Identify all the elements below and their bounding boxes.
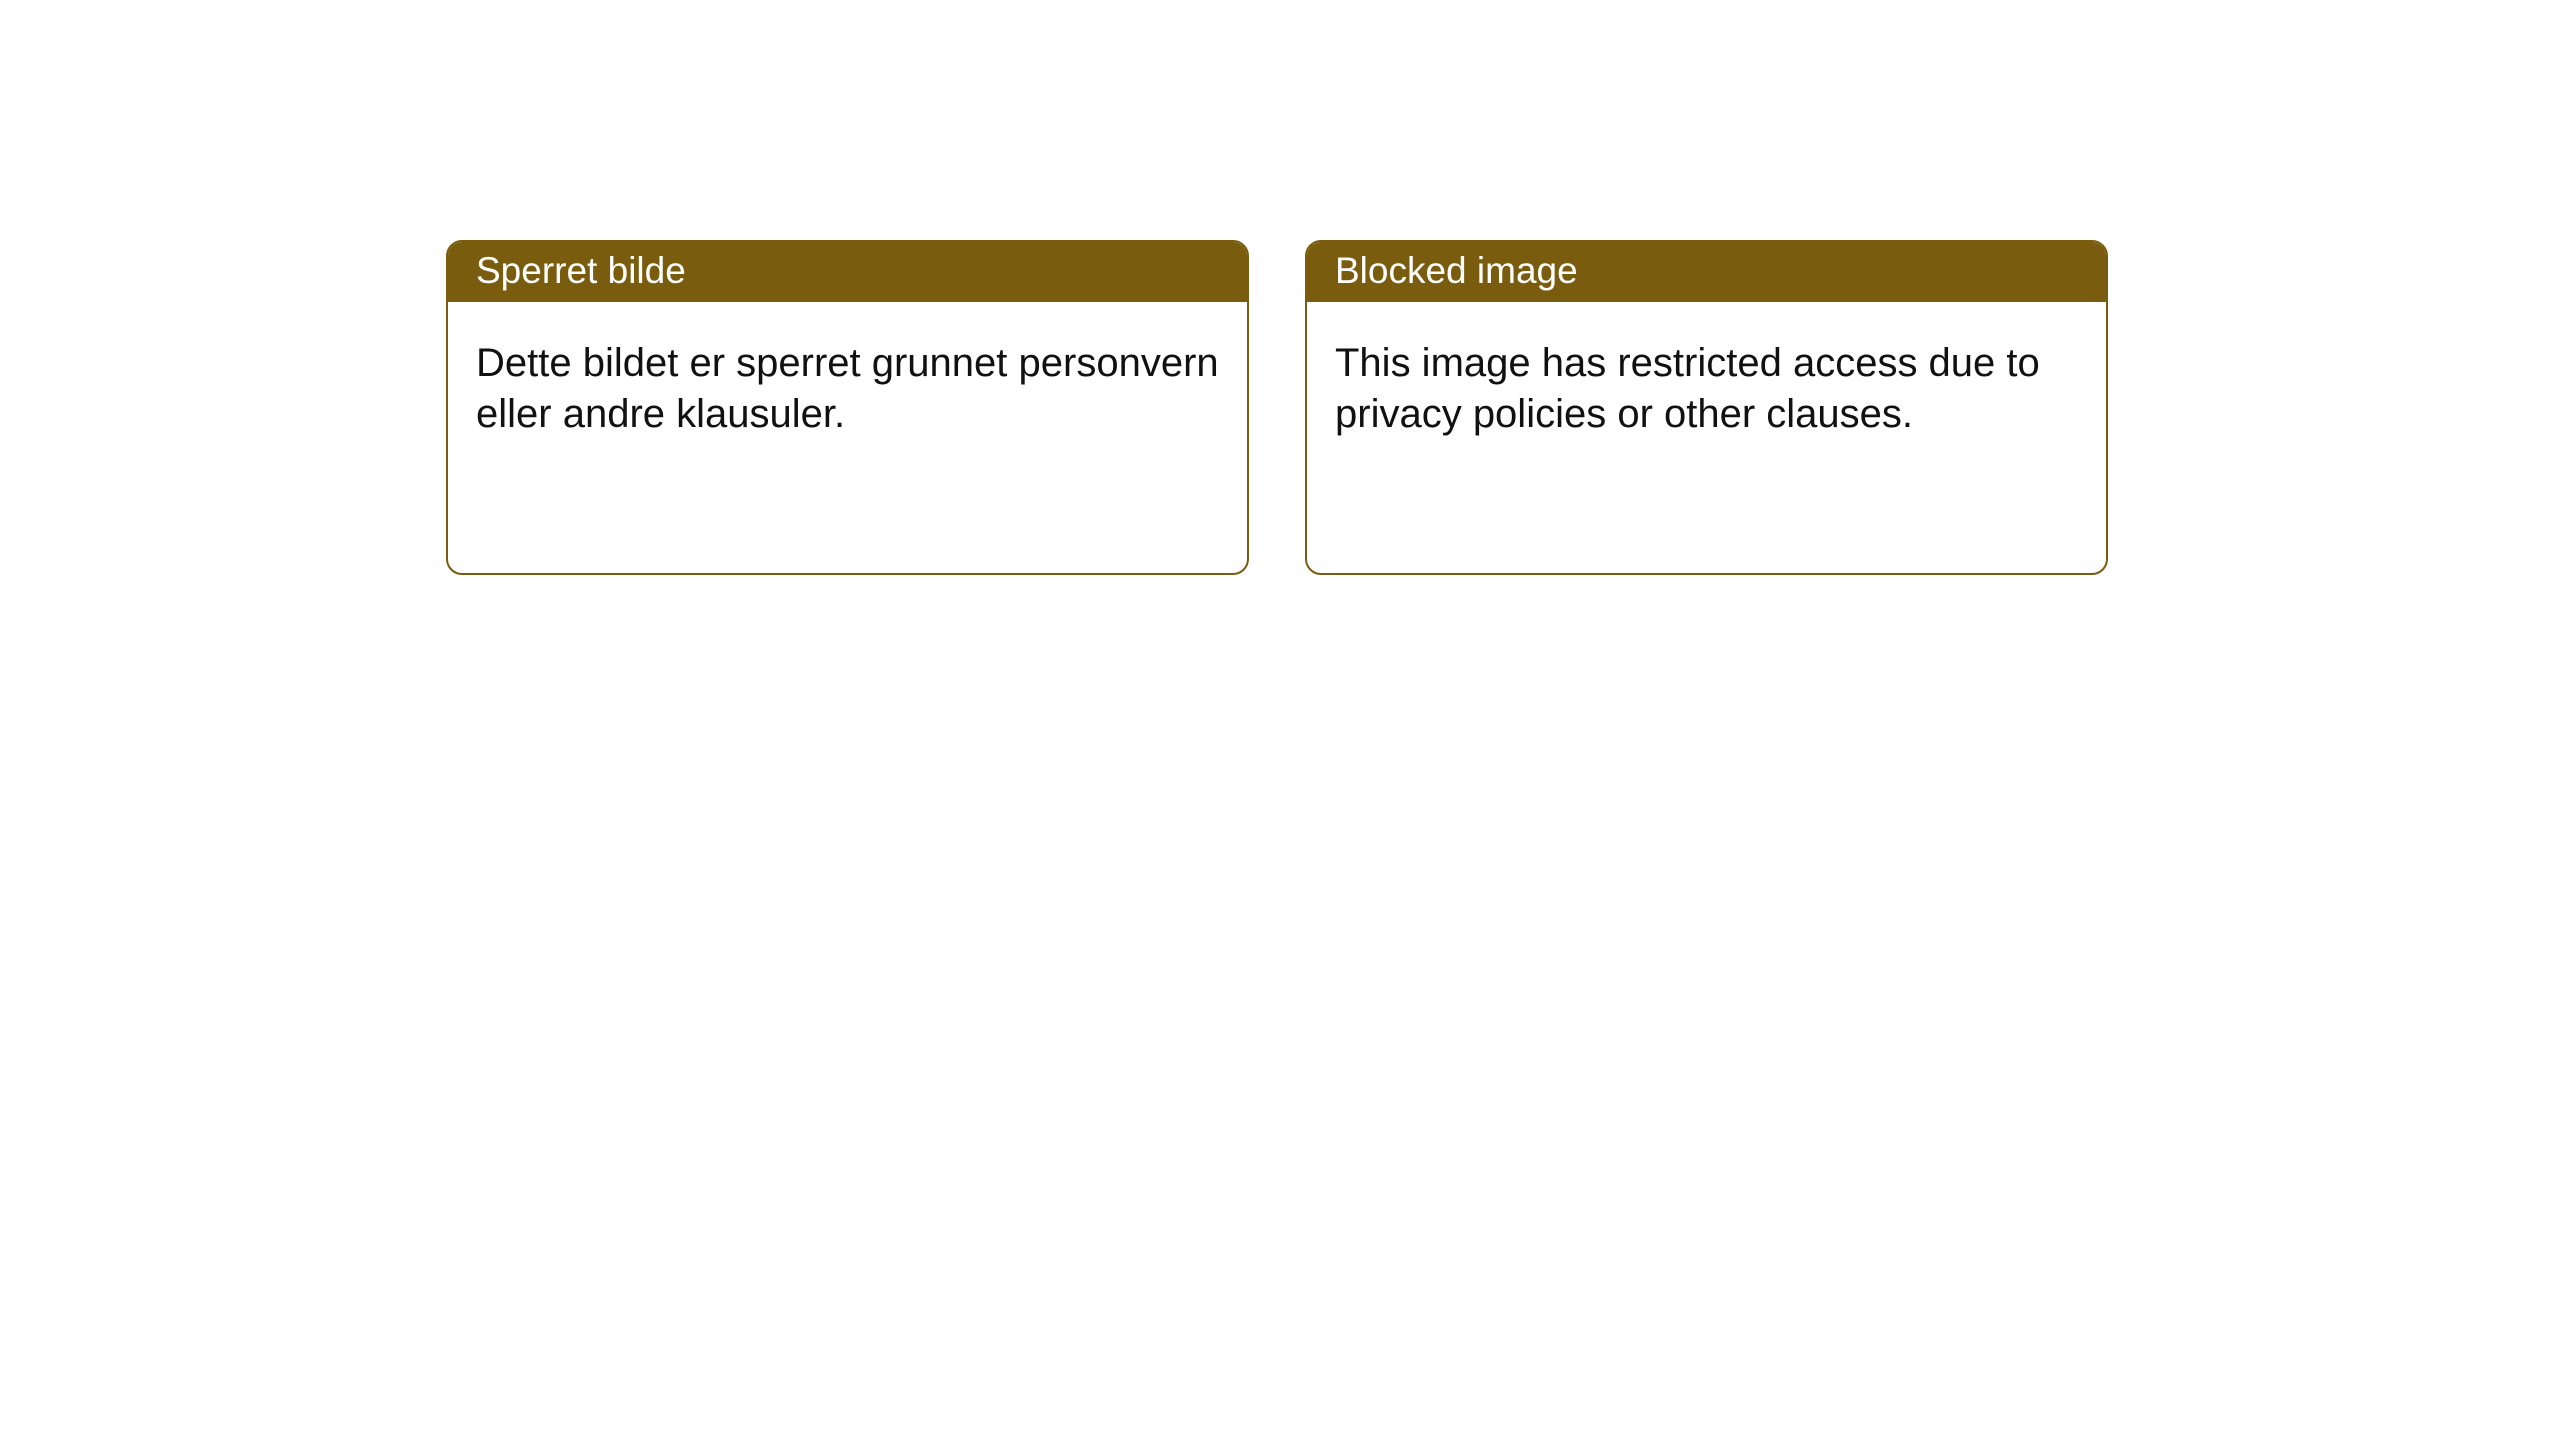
card-header-english: Blocked image — [1307, 242, 2106, 302]
notice-container: Sperret bilde Dette bildet er sperret gr… — [0, 0, 2560, 575]
card-header-norwegian: Sperret bilde — [448, 242, 1247, 302]
blocked-image-card-norwegian: Sperret bilde Dette bildet er sperret gr… — [446, 240, 1249, 575]
card-body-english: This image has restricted access due to … — [1307, 302, 2106, 476]
card-body-norwegian: Dette bildet er sperret grunnet personve… — [448, 302, 1247, 476]
blocked-image-card-english: Blocked image This image has restricted … — [1305, 240, 2108, 575]
